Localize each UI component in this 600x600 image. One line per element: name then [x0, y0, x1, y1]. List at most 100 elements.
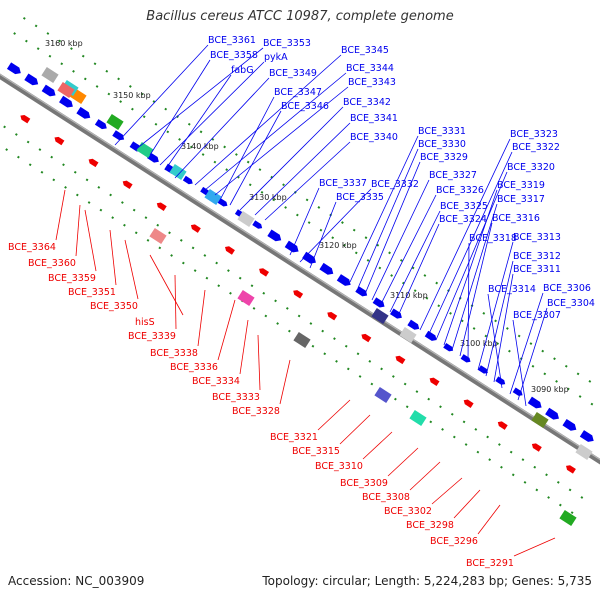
- plus-strand-gene: [355, 286, 368, 297]
- leader-line: [197, 289, 206, 347]
- leader-line: [317, 399, 351, 431]
- gene-label-top: BCE_3337: [319, 178, 367, 189]
- leader-line: [389, 210, 441, 313]
- minus-strand-gene: [88, 158, 99, 168]
- map-title: Bacillus cereus ATCC 10987, complete gen…: [146, 9, 454, 24]
- topology-summary: Topology: circular; Length: 5,224,283 bp…: [262, 574, 592, 588]
- leader-line: [257, 334, 261, 391]
- tick-layer: 3160 kbp 3150 kbp 3140 kbp 3130 kbp 3120 kbp…: [0, 16, 600, 518]
- leader-line: [194, 54, 342, 186]
- gene-label-top: BCE_3323: [510, 129, 558, 140]
- minus-strand-gene: [361, 333, 372, 343]
- plus-strand-gene: [112, 130, 125, 141]
- minus-strand-gene: [190, 224, 201, 233]
- leader-line: [485, 260, 514, 377]
- gene-label-top: BCE_3307: [513, 310, 561, 321]
- leader-line: [254, 122, 351, 216]
- plus-strand-gene: [527, 396, 542, 409]
- leader-line: [487, 293, 503, 389]
- gene-label-bottom: BCE_3310: [315, 461, 363, 472]
- gene-label-top: BCE_3358: [210, 50, 258, 61]
- plus-strand-gene: [443, 342, 454, 352]
- tick-label: 3140 kbp: [181, 142, 219, 151]
- plus-strand-gene: [390, 308, 402, 319]
- leader-line: [409, 461, 441, 491]
- plus-strand-gene: [284, 240, 299, 253]
- feature-box: [374, 387, 392, 403]
- minus-strand-gene: [122, 180, 133, 190]
- plus-strand-gene: [372, 297, 385, 308]
- gene-label-top: BCE_3324: [439, 214, 487, 225]
- feature-box: [409, 410, 427, 426]
- gene-label-bottom: BCE_3321: [270, 432, 318, 443]
- minus-strand-gene: [497, 421, 508, 430]
- plus-strand-gene: [545, 407, 559, 420]
- feature-box: [371, 308, 389, 324]
- gene-label-bottom: BCE_3308: [362, 492, 410, 503]
- gene-label-top: BCE_3340: [350, 132, 398, 143]
- tick-label: 3130 kbp: [249, 193, 287, 202]
- gene-label-bottom: BCE_3336: [170, 362, 218, 373]
- gene-label-top: BCE_3322: [512, 142, 560, 153]
- gene-label-bottom: BCE_3360: [28, 258, 76, 269]
- gene-label-top: BCE_3347: [274, 87, 322, 98]
- minus-strand-gene: [429, 377, 440, 387]
- backbone-line: [0, 73, 600, 465]
- feature-box: [57, 82, 75, 98]
- feature-box: [575, 444, 593, 460]
- leader-line: [159, 61, 265, 166]
- feature-box: [293, 332, 311, 348]
- gene-label-top: BCE_3343: [348, 77, 396, 88]
- plus-strand-gene: [460, 354, 471, 363]
- leader-line: [509, 292, 544, 395]
- gene-label-top: BCE_3319: [497, 180, 545, 191]
- leader-line: [451, 203, 498, 351]
- plus-strand-gene: [407, 319, 420, 330]
- leader-line: [459, 222, 493, 357]
- leader-line: [219, 96, 275, 201]
- gene-label-top: BCE_3361: [208, 35, 256, 46]
- features-layer: [6, 62, 594, 526]
- gene-label-bottom: BCE_3338: [150, 348, 198, 359]
- plus-strand-gene: [302, 251, 316, 264]
- tick-label: 3120 kbp: [319, 241, 357, 250]
- feature-box: [106, 114, 124, 130]
- tick-label: 3090 kbp: [531, 385, 569, 394]
- backbone-highlight: [0, 73, 600, 461]
- plus-strand-gene: [477, 365, 488, 374]
- minus-strand-gene: [225, 246, 235, 255]
- leader-line: [379, 194, 437, 307]
- gene-label-top: BCE_3326: [436, 185, 484, 196]
- minus-strand-gene: [293, 290, 304, 299]
- feature-box: [169, 164, 187, 180]
- leader-line: [279, 359, 291, 405]
- gene-label-bottom: BCE_3339: [128, 331, 176, 342]
- leader-line: [239, 319, 249, 375]
- gene-label-top: BCE_3312: [513, 251, 561, 262]
- leader-line: [339, 414, 371, 445]
- leader-line: [217, 299, 236, 361]
- backbone-layer: [0, 73, 600, 465]
- plus-strand-gene: [424, 330, 437, 341]
- leader-line: [467, 242, 470, 363]
- plus-strand-gene: [76, 106, 91, 119]
- plus-strand-gene: [267, 229, 282, 242]
- gene-label-top: BCE_3342: [343, 97, 391, 108]
- gene-label-bottom: hisS: [135, 317, 155, 328]
- gene-label-top: BCE_3311: [513, 264, 561, 275]
- gene-label-bottom: BCE_3334: [192, 376, 240, 387]
- leader-line: [109, 229, 117, 286]
- feature-box: [149, 228, 167, 244]
- gene-label-top: BCE_3344: [346, 63, 394, 74]
- leader-line: [174, 77, 270, 179]
- plus-strand-gene: [59, 95, 73, 108]
- leader-line: [362, 431, 393, 460]
- feature-box: [399, 327, 417, 343]
- gene-label-top: BCE_3325: [440, 201, 488, 212]
- gene-label-top: fabG: [231, 65, 254, 76]
- leader-line: [174, 274, 177, 330]
- gene-label-top: BCE_3318: [469, 233, 517, 244]
- feature-box: [41, 67, 59, 83]
- gene-label-top: BCE_3314: [488, 284, 536, 295]
- leader-line: [214, 86, 349, 196]
